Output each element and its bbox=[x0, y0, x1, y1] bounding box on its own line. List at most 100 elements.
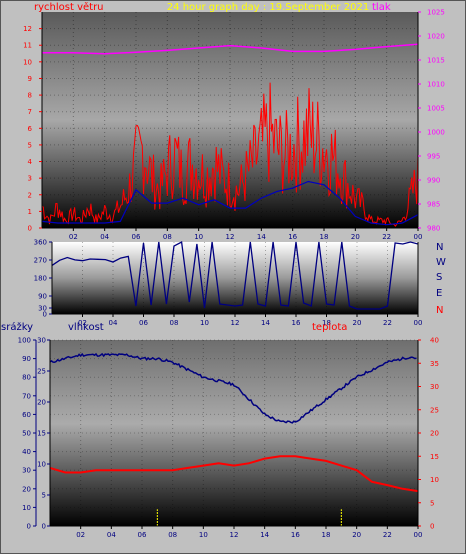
direction-tick-label: 360 bbox=[34, 239, 47, 247]
direction-tick-label: 0 bbox=[43, 311, 47, 319]
x-tick-label: 04 bbox=[107, 531, 116, 539]
x-tick-label: 22 bbox=[382, 233, 391, 241]
x-tick-label: 20 bbox=[351, 233, 360, 241]
x-tick-label: 08 bbox=[163, 233, 172, 241]
temperature-tick-label: 5 bbox=[430, 499, 434, 507]
wind-pressure-panel: 0123456789101112980985990995100010051010… bbox=[23, 1, 445, 241]
temperature-tick-label: 25 bbox=[430, 406, 439, 414]
direction-axes: 030 90 180 270 360 02 04 06 08 10 12 14 16 18 20 22 00 bbox=[34, 239, 423, 328]
x-tick-label: 18 bbox=[322, 531, 331, 539]
pressure-tick-label: 990 bbox=[427, 177, 440, 185]
x-tick-label: 14 bbox=[260, 531, 269, 539]
rain-tick-label: 50 bbox=[22, 430, 31, 438]
rain-tick-label: 80 bbox=[22, 374, 31, 382]
rain-tick-label: 40 bbox=[22, 448, 31, 456]
rain-tick-label: 100 bbox=[18, 337, 31, 345]
x-tick-label: 20 bbox=[352, 531, 361, 539]
humidity-tick-label: 15 bbox=[37, 430, 46, 438]
wind-tick-label: 4 bbox=[28, 158, 33, 166]
humidity-axes: 0102030405060708090100051015202530051015… bbox=[18, 337, 439, 540]
temperature-line bbox=[49, 455, 419, 493]
x-tick-label: 16 bbox=[292, 319, 301, 327]
wind-tick-label: 5 bbox=[28, 141, 32, 149]
wind-tick-label: 6 bbox=[28, 125, 33, 133]
humidity-tick-label: 5 bbox=[42, 492, 46, 500]
wind-gust-line bbox=[41, 82, 419, 227]
humidity-tick-label: 20 bbox=[37, 399, 46, 407]
x-tick-label: 06 bbox=[138, 531, 147, 539]
temperature-axis-title: teplota bbox=[312, 322, 347, 333]
x-tick-label: 12 bbox=[230, 531, 239, 539]
direction-tick-label: 90 bbox=[38, 293, 47, 301]
x-tick-label: 10 bbox=[194, 233, 203, 241]
wind-tick-label: 9 bbox=[28, 75, 32, 83]
compass-n-bottom: N bbox=[436, 305, 443, 316]
wind-average-line bbox=[41, 180, 419, 226]
rain-tick-label: 60 bbox=[22, 411, 31, 419]
rain-tick-label: 0 bbox=[27, 523, 31, 531]
compass-e: E bbox=[436, 288, 442, 299]
compass-labels: N W S E N bbox=[436, 242, 446, 316]
compass-w: W bbox=[436, 257, 446, 268]
x-tick-label: 22 bbox=[383, 319, 392, 327]
x-tick-label: 22 bbox=[383, 531, 392, 539]
humidity-tick-label: 0 bbox=[42, 523, 46, 531]
wind-tick-label: 7 bbox=[28, 108, 32, 116]
wind-tick-label: 12 bbox=[23, 25, 32, 33]
wind-tick-label: 1 bbox=[28, 208, 32, 216]
wind-tick-label: 10 bbox=[23, 58, 32, 66]
x-tick-label: 08 bbox=[168, 531, 177, 539]
x-tick-label: 00 bbox=[414, 319, 423, 327]
pressure-tick-label: 1025 bbox=[427, 9, 445, 17]
direction-tick-label: 180 bbox=[34, 275, 47, 283]
x-tick-label: 14 bbox=[261, 319, 270, 327]
wind-axis-title: rychlost větru bbox=[34, 1, 104, 13]
wind-tick-label: 11 bbox=[23, 42, 32, 50]
pressure-tick-label: 1000 bbox=[427, 129, 445, 137]
x-tick-label: 16 bbox=[291, 531, 300, 539]
compass-s: S bbox=[436, 272, 442, 283]
humidity-plot-area bbox=[50, 340, 418, 526]
pressure-tick-label: 1010 bbox=[427, 81, 445, 89]
x-tick-label: 04 bbox=[109, 319, 118, 327]
x-tick-label: 06 bbox=[132, 233, 141, 241]
pressure-tick-label: 985 bbox=[427, 201, 440, 209]
pressure-tick-label: 995 bbox=[427, 153, 440, 161]
temperature-tick-label: 10 bbox=[430, 476, 439, 484]
direction-series bbox=[51, 240, 419, 310]
x-tick-label: 00 bbox=[414, 233, 423, 241]
x-tick-label: 00 bbox=[414, 531, 423, 539]
temperature-tick-label: 35 bbox=[430, 360, 439, 368]
wind-direction-line bbox=[51, 240, 419, 310]
wind-tick-label: 3 bbox=[28, 175, 32, 183]
x-tick-label: 10 bbox=[199, 531, 208, 539]
rain-axis-title: srážky bbox=[1, 321, 33, 333]
x-tick-label: 20 bbox=[353, 319, 362, 327]
chart-title: 24 hour graph day : 19.September 2021 bbox=[167, 2, 369, 13]
x-tick-label: 18 bbox=[320, 233, 329, 241]
x-tick-label: 02 bbox=[76, 531, 85, 539]
temperature-tick-label: 20 bbox=[430, 430, 439, 438]
humidity-line bbox=[49, 352, 417, 424]
temperature-tick-label: 0 bbox=[430, 523, 434, 531]
direction-tick-label: 30 bbox=[38, 305, 47, 313]
x-tick-label: 02 bbox=[69, 233, 78, 241]
rain-tick-label: 90 bbox=[22, 355, 31, 363]
temperature-tick-label: 30 bbox=[430, 383, 439, 391]
temperature-tick-label: 15 bbox=[430, 453, 439, 461]
x-tick-label: 08 bbox=[170, 319, 179, 327]
pressure-tick-label: 1020 bbox=[427, 33, 445, 41]
humidity-series bbox=[49, 352, 419, 526]
humidity-temp-panel: 0102030405060708090100051015202530051015… bbox=[1, 321, 439, 539]
direction-tick-label: 270 bbox=[34, 257, 47, 265]
x-tick-label: 06 bbox=[139, 319, 148, 327]
x-tick-label: 14 bbox=[257, 233, 266, 241]
pressure-tick-label: 1015 bbox=[427, 57, 445, 65]
pressure-tick-label: 1005 bbox=[427, 105, 445, 113]
humidity-axis-title: vlhkost bbox=[68, 322, 104, 333]
wind-tick-label: 2 bbox=[28, 191, 32, 199]
wind-tick-label: 0 bbox=[28, 225, 32, 233]
rain-tick-label: 20 bbox=[22, 485, 31, 493]
rain-tick-label: 70 bbox=[22, 392, 31, 400]
